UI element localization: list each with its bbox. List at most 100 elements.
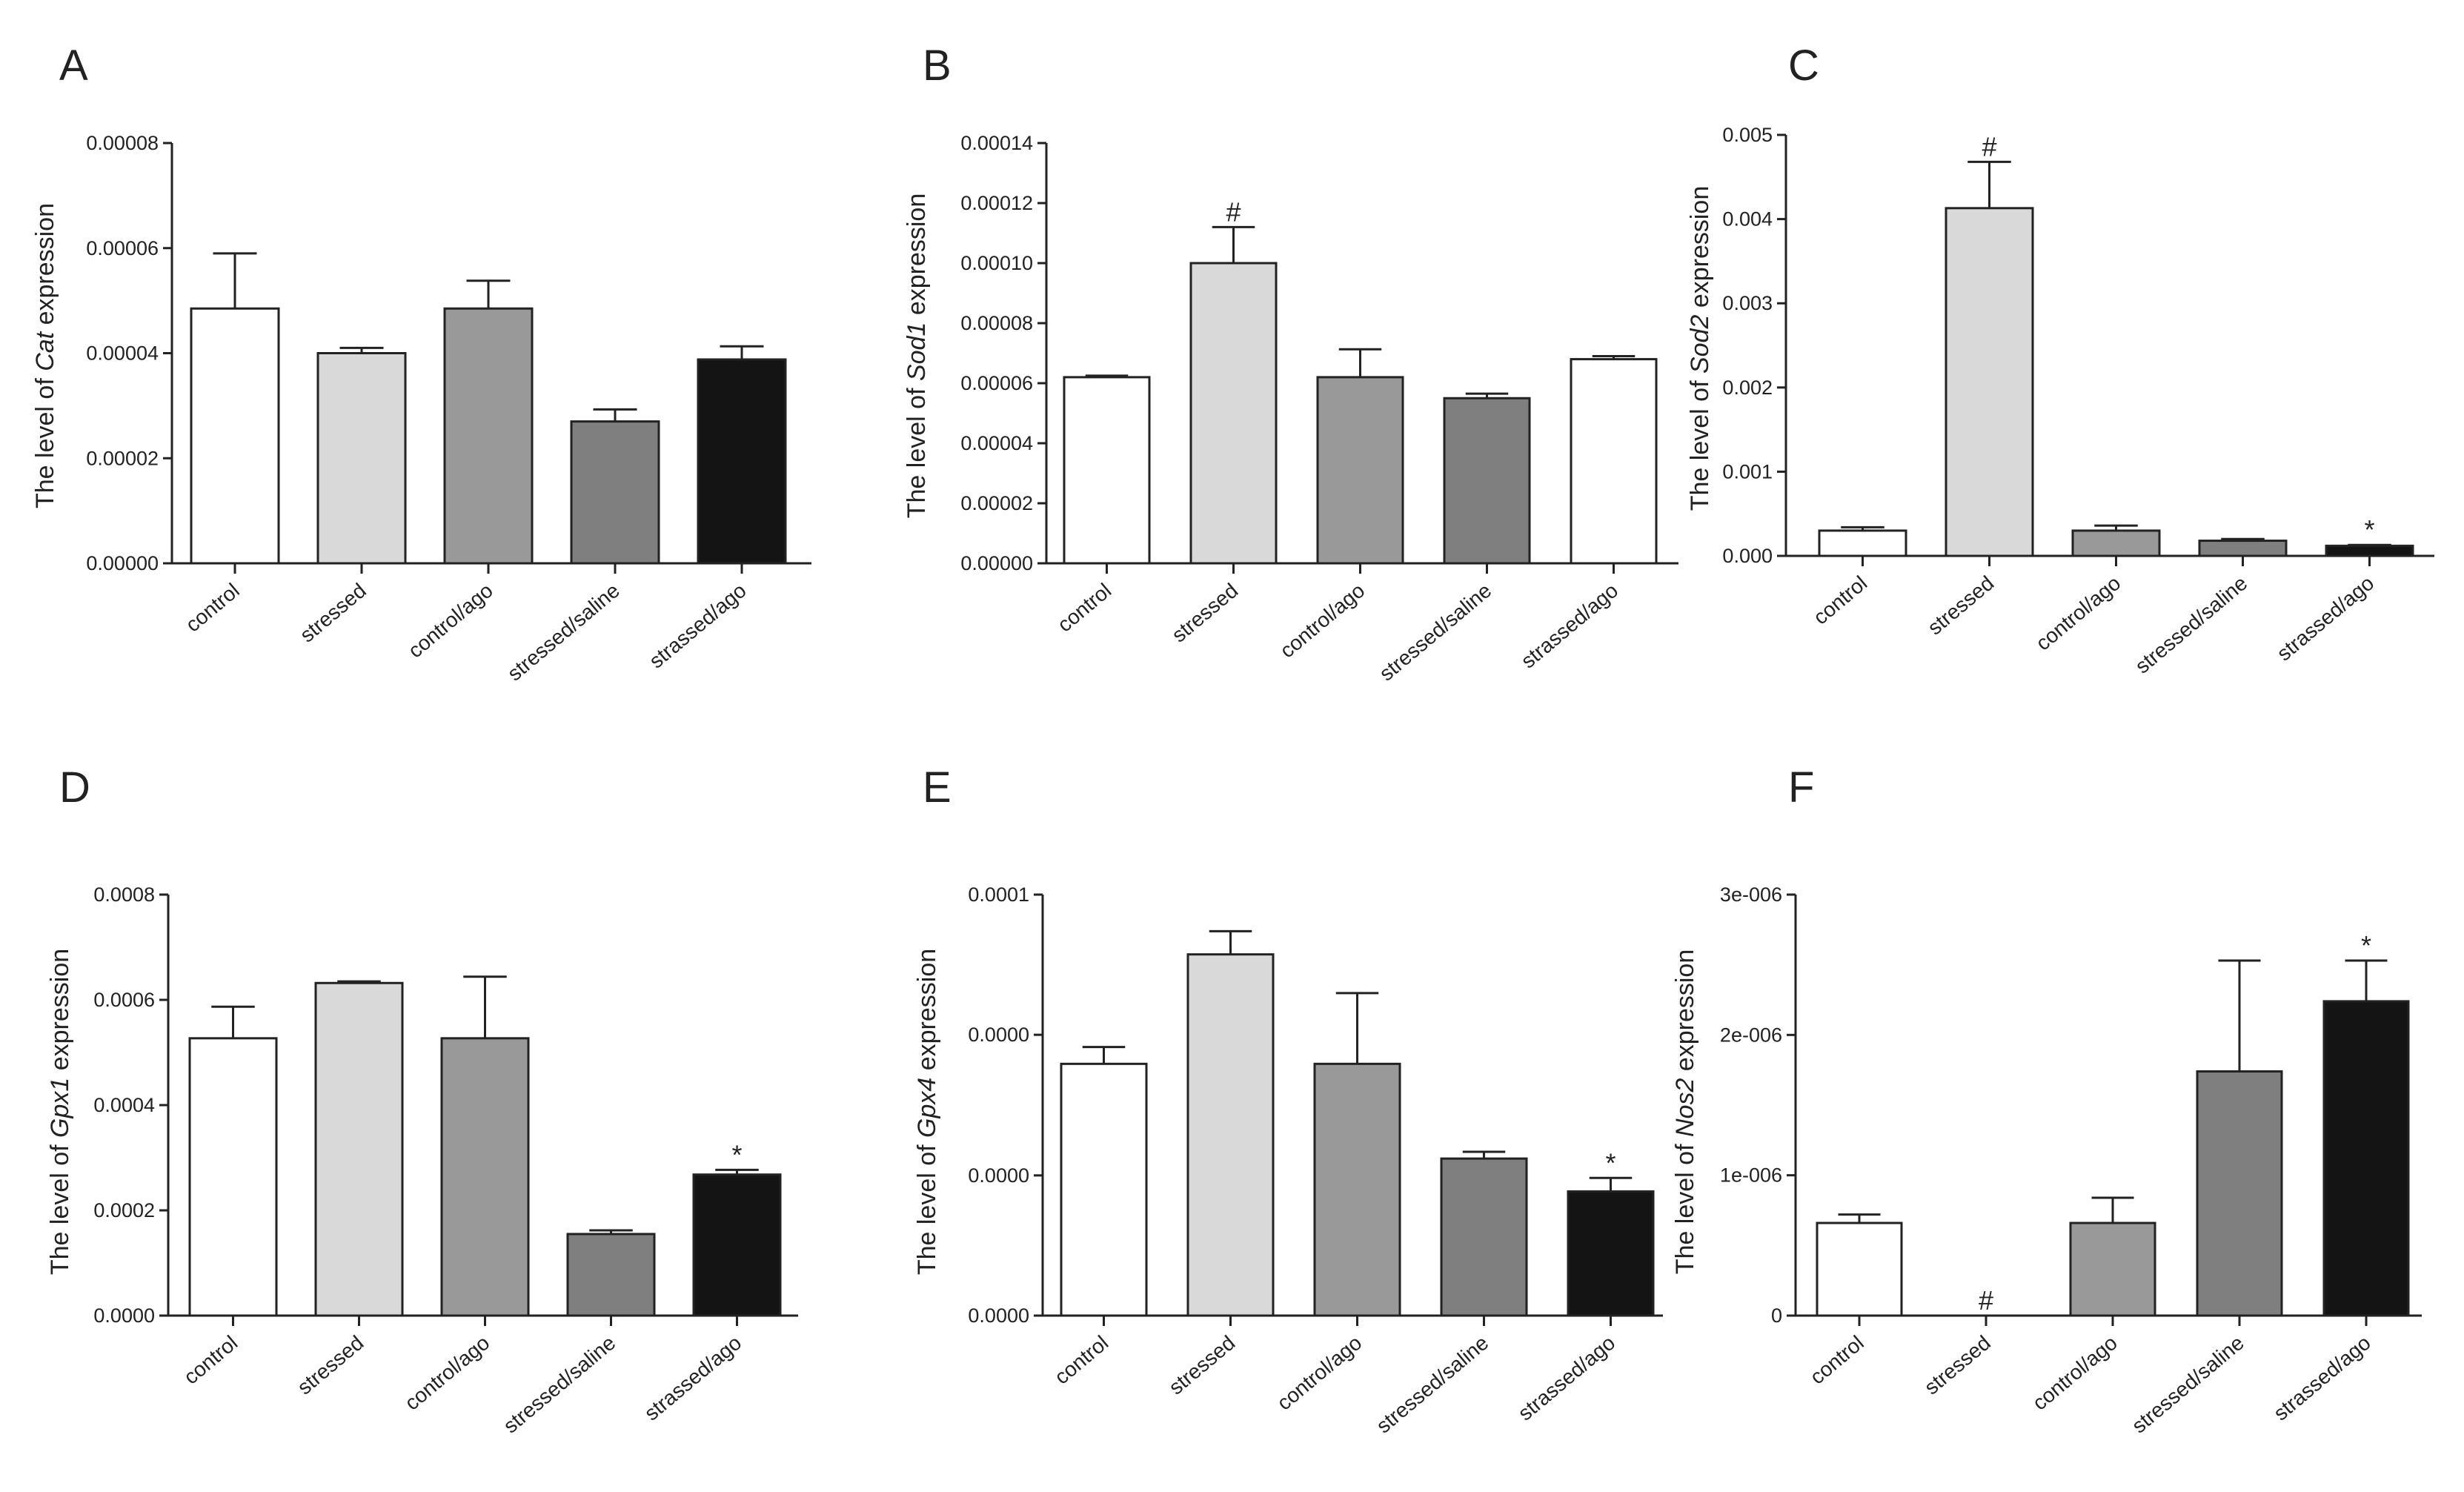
y-tick-label: 0.00002 <box>960 492 1033 514</box>
panel-label: E <box>923 763 952 812</box>
category-label: stressed/saline <box>499 1331 620 1438</box>
y-tick-label: 0.00010 <box>960 252 1033 274</box>
category-label: stressed/saline <box>2128 1331 2248 1438</box>
panel-label: F <box>1788 763 1814 812</box>
panel-d: D The level of Gpx1 expression 0.0000 0.0… <box>46 763 798 1438</box>
y-tick-label: 0.000 <box>1722 545 1773 567</box>
y-tick-label: 0.00014 <box>960 132 1033 154</box>
panel-label: B <box>923 42 952 90</box>
y-axis-label: The level of Sod1 expression <box>903 193 931 519</box>
bar <box>314 981 404 1317</box>
bar <box>1189 262 1278 565</box>
bar <box>1060 1062 1148 1317</box>
category-label: control <box>1053 579 1115 637</box>
y-axis-label: The level of Gpx1 expression <box>46 949 74 1275</box>
category-label: control <box>1806 1331 1868 1389</box>
category-label: control/ago <box>1272 1331 1366 1415</box>
category-label: control/ago <box>404 579 497 663</box>
bar <box>566 1233 656 1317</box>
y-tick-label: 0.00002 <box>86 447 159 469</box>
y-tick-label: 0.0000 <box>968 1304 1029 1327</box>
category-label: stressed/saline <box>503 579 624 686</box>
significance-marker: # <box>1982 131 1996 162</box>
bar <box>188 1037 278 1317</box>
y-axis-label: The level of Gpx4 expression <box>913 949 941 1275</box>
category-label: stressed <box>1167 579 1242 647</box>
bar <box>443 307 534 565</box>
category-label: stressed <box>1923 571 1998 640</box>
panel-b: B The level of Sod1 expression 0.000000.… <box>903 42 1678 686</box>
y-axis-label: The level of Sod2 expression <box>1686 186 1714 511</box>
plot-area: 0 1e-006 2e-006 3e-006 control stressed # contr… <box>1720 883 2422 1438</box>
bar <box>1443 397 1531 565</box>
bar <box>1313 1062 1401 1317</box>
y-tick-label: 0.005 <box>1722 124 1773 146</box>
bar <box>1816 1221 1903 1317</box>
plot-area: 0.00000 0.00002 0.00004 0.00006 0.00008 contr… <box>86 132 811 686</box>
category-label: stressed <box>293 1331 368 1399</box>
bar <box>2325 544 2414 557</box>
category-label: strassed/ago <box>2269 1331 2375 1425</box>
category-label: stressed/saline <box>1375 579 1495 686</box>
bar <box>190 307 280 565</box>
y-tick-label: 0.00012 <box>960 192 1033 214</box>
y-axis-label: The level of Cat expression <box>31 203 59 508</box>
category-label: stressed <box>1920 1331 1995 1399</box>
y-tick-label: 0.004 <box>1722 208 1773 231</box>
y-tick-label: 0.002 <box>1722 377 1773 399</box>
y-tick-label: 0.0004 <box>93 1094 155 1116</box>
bar <box>1063 376 1151 565</box>
y-tick-label: 0.0000 <box>968 1164 1029 1187</box>
significance-marker: # <box>1226 196 1241 227</box>
category-label: stressed/saline <box>2131 571 2251 678</box>
category-label: control <box>1809 571 1871 629</box>
y-tick-label: 0.00008 <box>86 132 159 154</box>
panel-label: C <box>1788 42 1819 90</box>
plot-area: 0.000 0.001 0.002 0.003 0.004 0.005 control str… <box>1722 124 2434 678</box>
panel-f: F The level of Nos2 expression 0 1e-006 2e… <box>1671 763 2422 1438</box>
y-tick-label: 0.0000 <box>93 1304 155 1327</box>
y-tick-label: 0.0000 <box>968 1024 1029 1046</box>
significance-marker: * <box>731 1139 742 1170</box>
category-label: control/ago <box>2028 1331 2122 1415</box>
bar <box>2071 529 2161 557</box>
bar <box>697 358 787 565</box>
bar <box>1186 953 1275 1317</box>
panel-label: D <box>59 763 90 812</box>
y-tick-label: 0.00008 <box>960 312 1033 334</box>
y-axis-label: The level of Nos2 expression <box>1671 949 1699 1274</box>
bar <box>2198 540 2288 557</box>
y-tick-label: 0.00004 <box>960 432 1033 454</box>
y-tick-label: 0.00000 <box>960 552 1033 574</box>
category-label: control/ago <box>400 1331 494 1415</box>
y-tick-label: 0.00000 <box>86 552 159 574</box>
y-tick-label: 0.0008 <box>93 883 155 906</box>
bar <box>316 352 407 565</box>
bar <box>2196 1070 2283 1317</box>
y-tick-label: 0.0002 <box>93 1199 155 1221</box>
plot-area: 0.00000 0.00002 0.00004 0.00006 0.00008 0.000… <box>960 132 1678 686</box>
bar <box>1316 376 1404 565</box>
y-tick-label: 2e-006 <box>1720 1024 1782 1046</box>
y-tick-label: 0.003 <box>1722 292 1773 314</box>
plot-area: 0.0000 0.0002 0.0004 0.0006 0.0008 control str… <box>93 883 798 1438</box>
bar <box>1440 1157 1528 1317</box>
plot-area: 0.0000 0.0000 0.0000 0.0001 control stressed c… <box>968 883 1663 1438</box>
y-tick-label: 0.00006 <box>960 372 1033 394</box>
bar <box>692 1173 782 1317</box>
category-label: control <box>1050 1331 1112 1389</box>
y-tick-label: 0 <box>1771 1304 1782 1327</box>
bar <box>1570 358 1658 565</box>
significance-marker: * <box>2361 930 2371 961</box>
y-tick-label: 0.0006 <box>93 989 155 1011</box>
category-label: strassed/ago <box>645 579 751 673</box>
bar <box>1567 1190 1655 1317</box>
category-label: strassed/ago <box>2273 571 2379 666</box>
panel-label: A <box>59 42 88 90</box>
bar <box>440 1037 530 1317</box>
y-tick-label: 0.0001 <box>968 883 1029 906</box>
y-tick-label: 1e-006 <box>1720 1164 1782 1187</box>
category-label: strassed/ago <box>640 1331 746 1425</box>
y-tick-label: 0.001 <box>1722 460 1773 483</box>
